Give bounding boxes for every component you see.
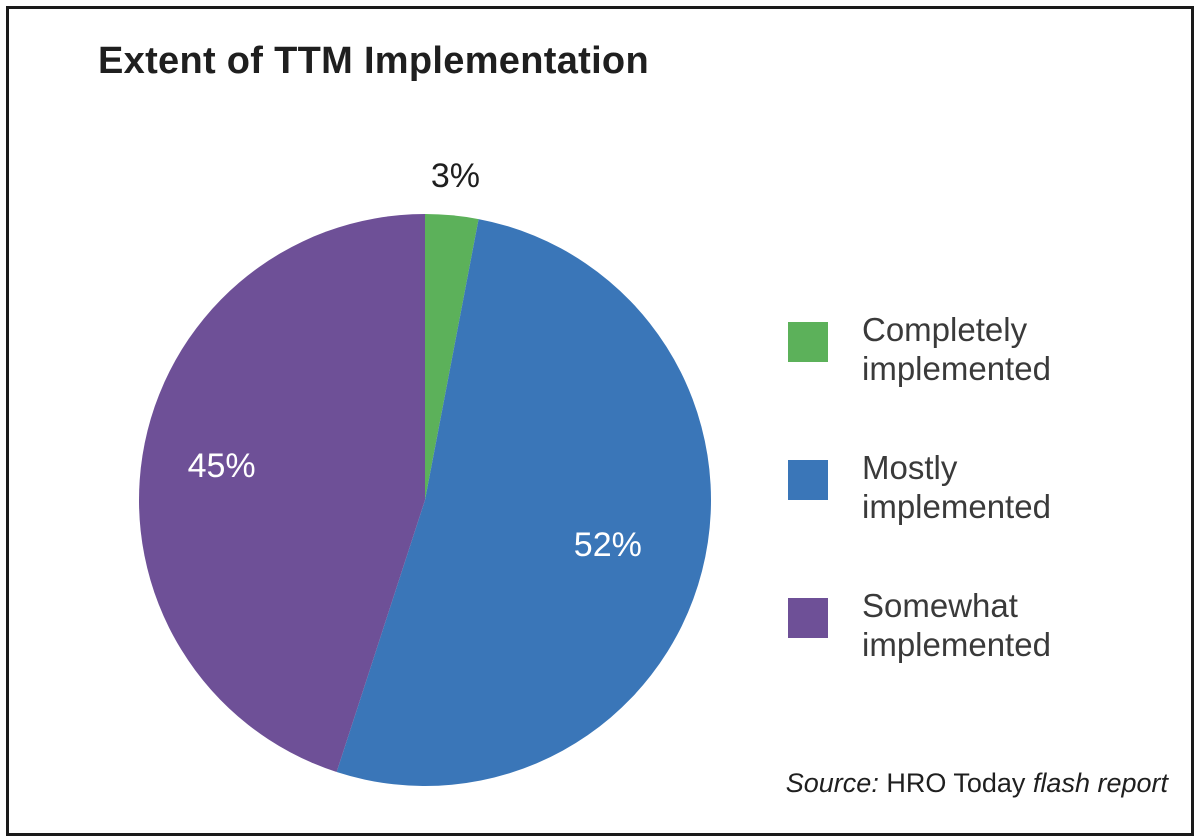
legend-item-somewhat: Somewhat implemented bbox=[788, 586, 1051, 676]
chart-title: Extent of TTM Implementation bbox=[98, 40, 649, 82]
source-note: Source: HRO Today flash report bbox=[786, 768, 1168, 799]
pie-label-somewhat: 45% bbox=[188, 447, 256, 485]
legend-label-mostly: Mostly implemented bbox=[862, 448, 1122, 526]
legend-label-line: Mostly bbox=[862, 449, 958, 486]
pie-slice-somewhat bbox=[139, 214, 425, 773]
legend-label-somewhat: Somewhat implemented bbox=[862, 586, 1122, 664]
source-publisher: HRO Today bbox=[886, 768, 1026, 798]
pie-label-completely: 3% bbox=[431, 157, 480, 195]
legend-label-line: Completely bbox=[862, 311, 1028, 348]
legend-swatch-mostly bbox=[788, 460, 828, 500]
pie-label-mostly: 52% bbox=[574, 526, 642, 564]
legend-label-line: Somewhat bbox=[862, 587, 1018, 624]
pie-slice-completely bbox=[425, 214, 479, 500]
legend-label-line: implemented bbox=[862, 488, 1051, 525]
legend-swatch-somewhat bbox=[788, 598, 828, 638]
source-report: flash report bbox=[1032, 768, 1168, 798]
legend-label-line: implemented bbox=[862, 350, 1051, 387]
source-prefix: Source: bbox=[785, 768, 879, 798]
legend-item-completely: Completely implemented bbox=[788, 310, 1051, 400]
legend-label-completely: Completely implemented bbox=[862, 310, 1122, 388]
legend-label-line: implemented bbox=[862, 626, 1051, 663]
legend-swatch-completely bbox=[788, 322, 828, 362]
legend-item-mostly: Mostly implemented bbox=[788, 448, 1051, 538]
pie-slice-mostly bbox=[336, 219, 712, 786]
